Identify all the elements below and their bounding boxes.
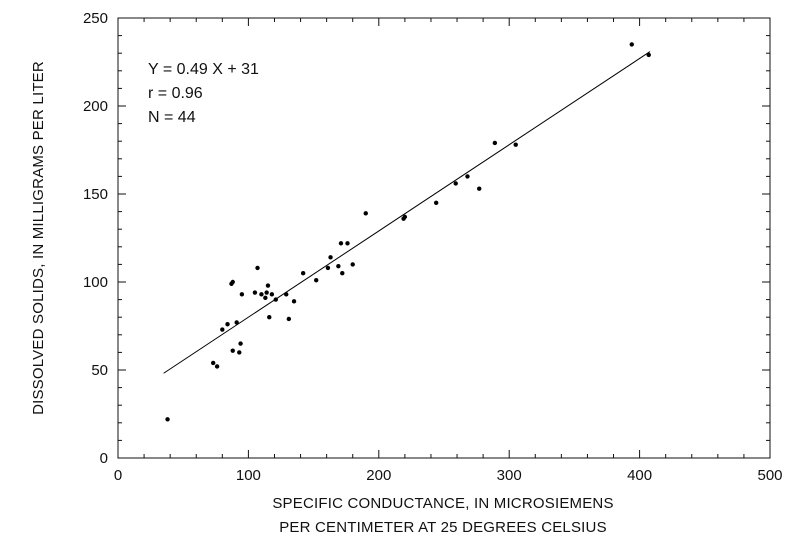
data-point <box>263 295 268 301</box>
axis-tick-labels: 0 100 200 300 400 500 0 50 100 150 200 250 <box>83 10 783 484</box>
x-tick-label: 500 <box>757 467 782 484</box>
x-tick-label: 300 <box>497 467 522 484</box>
data-point <box>325 265 331 271</box>
data-point <box>264 290 269 295</box>
data-point <box>214 364 220 369</box>
x-tick-label: 100 <box>236 467 261 484</box>
y-tick-label: 0 <box>100 450 108 467</box>
data-point <box>477 186 482 191</box>
data-point <box>402 214 408 220</box>
data-point <box>453 181 458 186</box>
y-tick-label: 150 <box>83 186 108 203</box>
data-point <box>492 140 498 146</box>
data-point <box>340 271 345 276</box>
data-point <box>433 200 439 205</box>
data-point <box>284 292 289 297</box>
y-tick-label: 100 <box>83 274 108 291</box>
data-point <box>336 263 341 269</box>
data-point <box>259 292 264 297</box>
plot-area <box>117 17 771 459</box>
data-point <box>234 320 239 325</box>
data-point <box>465 174 470 179</box>
data-point <box>238 341 243 346</box>
data-point <box>269 292 275 297</box>
y-tick-label: 50 <box>91 362 108 379</box>
axis-ticks <box>117 17 771 459</box>
y-tick-label: 200 <box>83 98 108 115</box>
data-point <box>255 265 260 271</box>
data-point <box>252 290 258 295</box>
x-axis-title-line-2: PER CENTIMETER AT 25 DEGREES CELSIUS <box>279 519 607 536</box>
x-tick-label: 400 <box>627 467 652 484</box>
data-point <box>225 322 230 327</box>
y-tick-label: 250 <box>83 10 108 27</box>
data-point <box>210 360 216 366</box>
data-point <box>220 327 225 332</box>
data-point <box>265 283 271 288</box>
data-point <box>646 52 651 58</box>
data-point <box>291 299 297 304</box>
data-point <box>230 279 235 285</box>
y-axis-title: DISSOLVED SOLIDS, IN MILLIGRAMS PER LITE… <box>30 61 47 415</box>
data-points <box>165 42 651 422</box>
data-point <box>165 417 170 422</box>
x-axis-title-line-1: SPECIFIC CONDUCTANCE, IN MICROSIEMENS <box>272 495 613 512</box>
data-point <box>629 42 634 47</box>
regression-line <box>163 51 651 374</box>
equation-annotation: Y = 0.49 X + 31 <box>148 61 259 78</box>
data-point <box>338 241 344 246</box>
data-point <box>314 278 319 283</box>
x-tick-label: 200 <box>366 467 391 484</box>
data-point <box>267 315 272 320</box>
data-point <box>286 316 292 322</box>
data-point <box>239 292 245 297</box>
data-point <box>350 262 355 267</box>
data-point <box>230 348 235 353</box>
data-point <box>273 297 278 302</box>
data-point <box>237 350 242 355</box>
x-tick-label: 0 <box>114 467 122 484</box>
data-point <box>328 255 333 260</box>
data-point <box>345 241 350 246</box>
count-annotation: N = 44 <box>148 109 196 126</box>
data-point <box>363 211 368 216</box>
correlation-annotation: r = 0.96 <box>148 85 203 102</box>
data-point <box>300 271 306 276</box>
data-point <box>513 142 518 147</box>
